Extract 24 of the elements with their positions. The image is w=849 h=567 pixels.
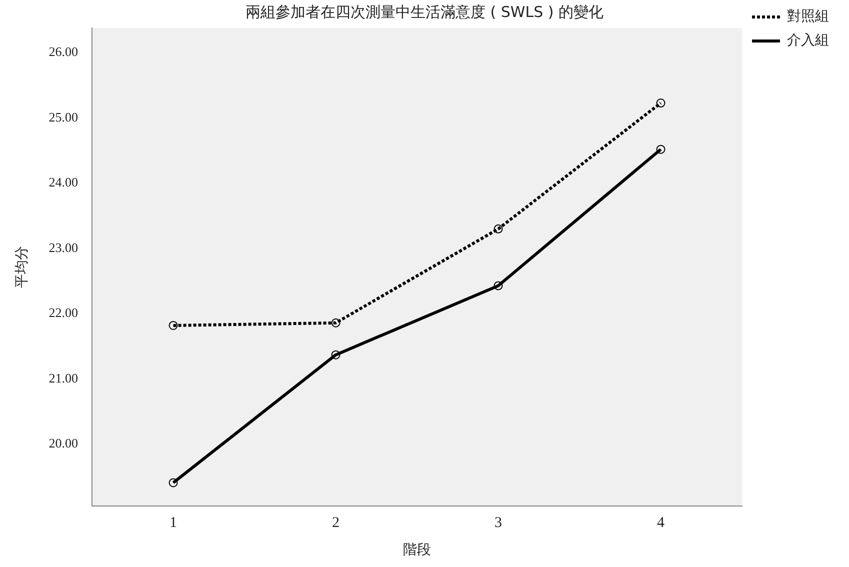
- y-tick-label: 25.00: [48, 109, 78, 124]
- point: [494, 281, 503, 290]
- x-tick-label: 1: [170, 515, 178, 532]
- legend-label: 對照組: [787, 8, 829, 25]
- point: [168, 320, 178, 330]
- point: [494, 224, 503, 234]
- x-tick-label: 3: [494, 515, 502, 532]
- y-tick-label: 24.00: [48, 174, 78, 190]
- point: [656, 144, 666, 154]
- y-axis-title: 平均分: [14, 246, 30, 288]
- point: [168, 478, 178, 488]
- y-tick-label: 26.00: [48, 44, 78, 60]
- x-tick-label: 4: [657, 515, 666, 532]
- point: [656, 98, 666, 108]
- legend-label: 介入組: [787, 32, 829, 49]
- y-tick-label: 23.00: [48, 240, 78, 255]
- x-tick-label: 2: [332, 515, 340, 532]
- x-axis-title: 階段: [403, 542, 432, 558]
- point: [331, 318, 340, 328]
- chart-title: 兩組參加者在四次測量中生活滿意度 ( SWLS ) 的變化: [245, 2, 604, 21]
- y-tick-label: 22.00: [48, 305, 78, 320]
- y-tick-label: 21.00: [48, 370, 78, 386]
- y-tick-label: 20.00: [48, 436, 78, 451]
- point: [331, 350, 340, 360]
